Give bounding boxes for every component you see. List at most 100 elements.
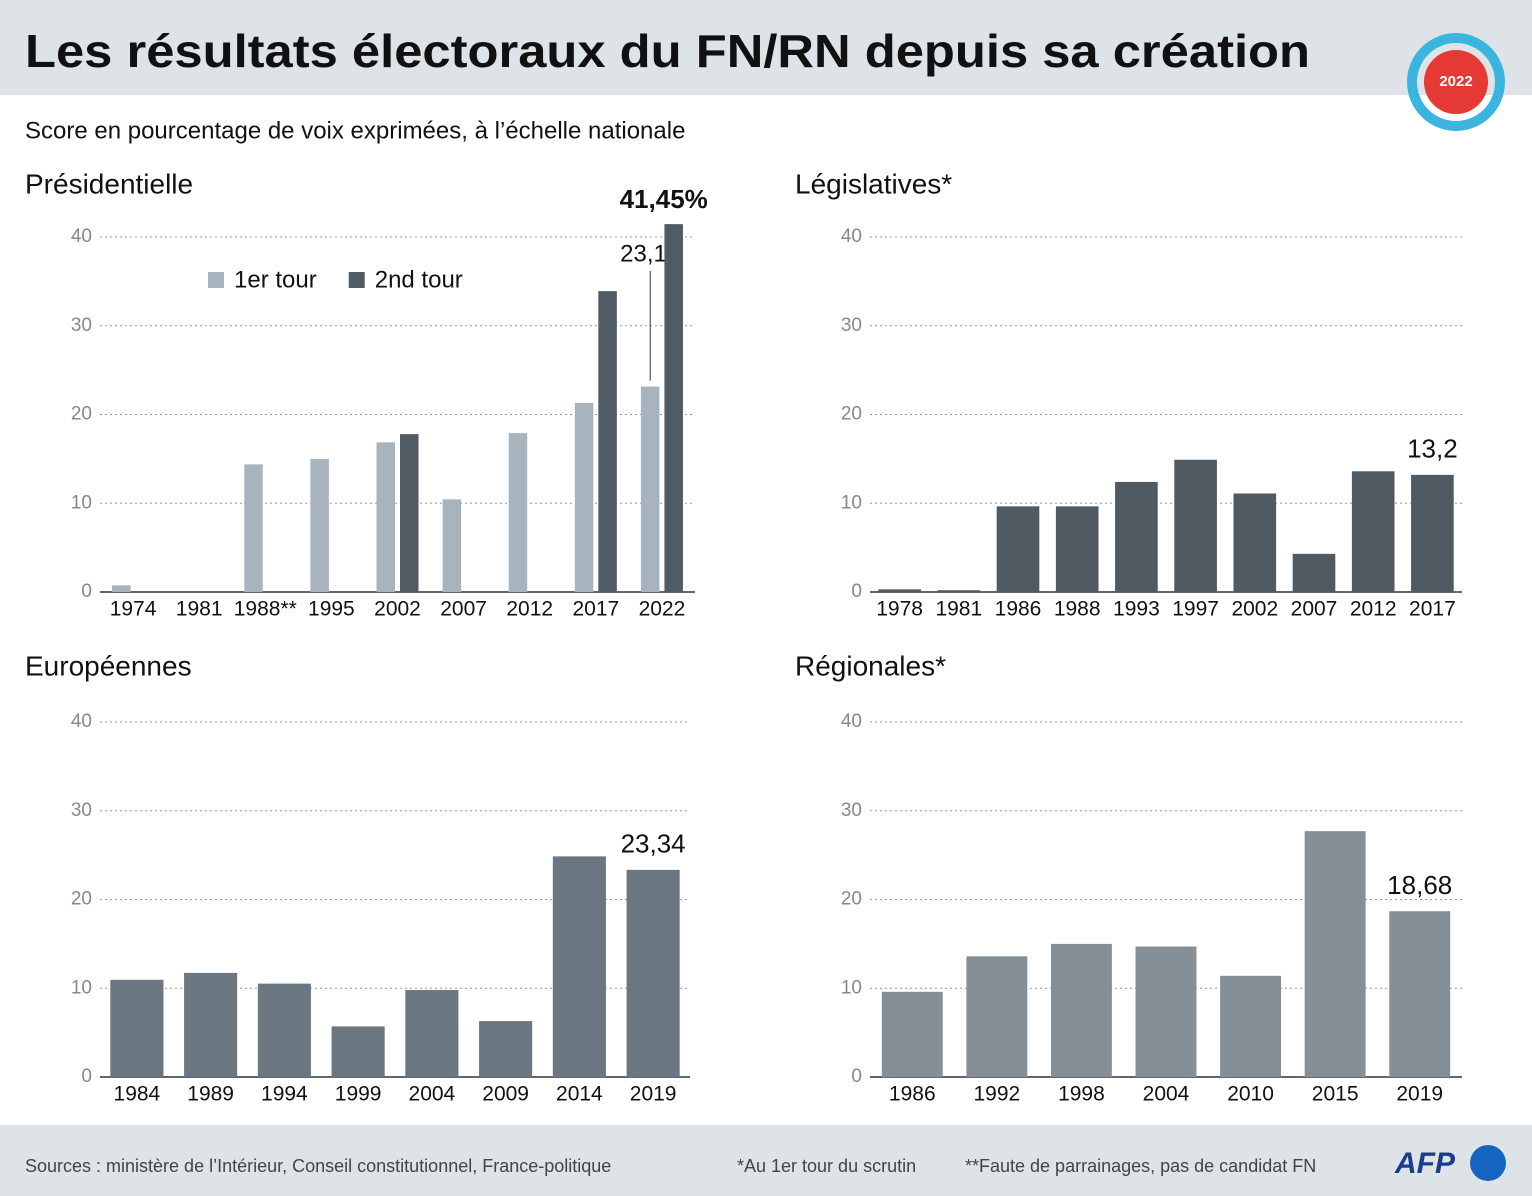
- x-tick-label: 2019: [630, 1083, 677, 1106]
- legend-label: 2nd tour: [375, 266, 463, 293]
- y-tick-label: 30: [71, 315, 92, 336]
- x-tick-label: 1989: [187, 1083, 234, 1106]
- x-tick-label: 2017: [572, 598, 619, 621]
- value-label: 41,45%: [620, 184, 708, 214]
- x-tick-label: 2010: [1227, 1083, 1274, 1106]
- x-tick-label: 2002: [1231, 598, 1278, 621]
- chart-title: Législatives*: [795, 168, 952, 199]
- badge-text: 2022: [1439, 73, 1472, 90]
- bar: [881, 991, 943, 1077]
- y-tick-label: 20: [71, 889, 92, 910]
- y-tick-label: 20: [841, 404, 862, 425]
- y-tick-label: 0: [851, 1066, 862, 1087]
- y-tick-label: 0: [81, 581, 92, 602]
- title: Les résultats électoraux du FN/RN depuis…: [25, 25, 1310, 77]
- x-tick-label: 2004: [409, 1083, 456, 1106]
- x-tick-label: 2022: [639, 598, 686, 621]
- x-tick-label: 1986: [889, 1083, 936, 1106]
- bar: [331, 1026, 385, 1077]
- bar: [626, 869, 680, 1077]
- bar: [1135, 946, 1197, 1077]
- y-tick-label: 30: [71, 800, 92, 821]
- x-tick-label: 2012: [1350, 598, 1397, 621]
- y-tick-label: 40: [71, 226, 92, 247]
- x-tick-label: 1992: [973, 1083, 1020, 1106]
- bar: [1411, 474, 1454, 592]
- y-tick-label: 30: [841, 315, 862, 336]
- bar: [574, 402, 594, 592]
- bar: [640, 386, 660, 592]
- bar: [442, 499, 462, 592]
- value-label: 23,34: [621, 829, 686, 859]
- bar: [1233, 493, 1277, 592]
- bar: [400, 434, 419, 592]
- x-tick-label: 2019: [1396, 1083, 1443, 1106]
- x-tick-label: 2009: [482, 1083, 529, 1106]
- logo: AFP: [1394, 1147, 1456, 1180]
- x-tick-label: 2007: [1291, 598, 1338, 621]
- legend-label: 1er tour: [234, 266, 317, 293]
- bar: [1351, 471, 1395, 592]
- bar: [376, 442, 395, 592]
- bar: [1050, 943, 1112, 1077]
- x-tick-label: 1974: [110, 598, 157, 621]
- y-tick-label: 0: [81, 1066, 92, 1087]
- chart-title: Présidentielle: [25, 168, 193, 199]
- y-tick-label: 30: [841, 800, 862, 821]
- x-tick-label: 1988**: [234, 598, 297, 621]
- x-tick-label: 2015: [1312, 1083, 1359, 1106]
- bar: [664, 224, 683, 592]
- x-tick-label: 2014: [556, 1083, 603, 1106]
- bar: [479, 1021, 533, 1077]
- x-tick-label: 1998: [1058, 1083, 1105, 1106]
- bar: [598, 291, 617, 592]
- bar: [937, 590, 981, 592]
- logo-dot: [1470, 1145, 1506, 1181]
- x-tick-label: 1999: [335, 1083, 382, 1106]
- badge: 2022: [1407, 33, 1505, 131]
- x-tick-label: 2012: [506, 598, 553, 621]
- x-tick-label: 1978: [876, 598, 923, 621]
- x-tick-label: 1997: [1172, 598, 1219, 621]
- legend-swatch: [208, 272, 224, 288]
- bar: [112, 585, 131, 592]
- y-tick-label: 10: [71, 977, 92, 998]
- bar: [184, 972, 238, 1077]
- bar: [1220, 975, 1282, 1077]
- x-tick-label: 1981: [176, 598, 223, 621]
- bar: [405, 990, 459, 1077]
- x-tick-label: 1986: [995, 598, 1042, 621]
- y-tick-label: 40: [71, 711, 92, 732]
- bar: [996, 506, 1040, 592]
- x-tick-label: 1981: [935, 598, 982, 621]
- bar: [257, 983, 311, 1077]
- chart-title: Européennes: [25, 650, 192, 681]
- x-tick-label: 2017: [1409, 598, 1456, 621]
- x-tick-label: 1988: [1054, 598, 1101, 621]
- x-tick-label: 1984: [114, 1083, 161, 1106]
- y-tick-label: 10: [841, 492, 862, 513]
- legend-swatch: [348, 272, 365, 288]
- bar: [966, 956, 1028, 1077]
- bar: [878, 589, 921, 592]
- x-tick-label: 1995: [308, 598, 355, 621]
- bar: [1055, 506, 1099, 592]
- value-label: 18,68: [1387, 870, 1452, 900]
- y-tick-label: 10: [841, 977, 862, 998]
- x-tick-label: 1993: [1113, 598, 1160, 621]
- bar: [1389, 911, 1451, 1077]
- bar: [1115, 481, 1158, 592]
- y-tick-label: 0: [851, 581, 862, 602]
- bar: [1174, 459, 1217, 592]
- x-tick-label: 1994: [261, 1083, 308, 1106]
- footer-band: [0, 1125, 1532, 1196]
- bar: [508, 433, 528, 592]
- y-tick-label: 20: [841, 889, 862, 910]
- y-tick-label: 20: [71, 404, 92, 425]
- y-tick-label: 10: [71, 492, 92, 513]
- x-tick-label: 2004: [1143, 1083, 1190, 1106]
- bar: [244, 464, 263, 592]
- y-tick-label: 40: [841, 711, 862, 732]
- header-band: [0, 0, 1532, 95]
